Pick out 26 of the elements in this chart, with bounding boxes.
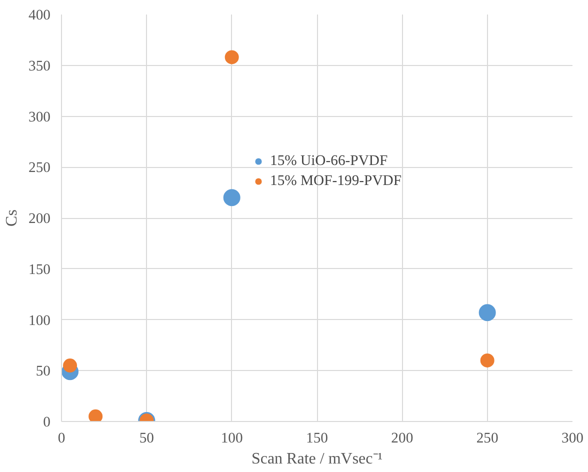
- y-tick-label: 300: [28, 109, 50, 126]
- y-tick-label: 400: [28, 8, 50, 24]
- y-tick-label: 0: [43, 414, 50, 430]
- point: [223, 189, 240, 206]
- x-tick-label: 200: [391, 430, 414, 446]
- point: [88, 409, 103, 422]
- x-tick-label: 150: [306, 430, 328, 446]
- y-axis-title: Cs: [4, 210, 21, 226]
- x-axis-title: Scan Rate / mVsec⁻¹: [251, 450, 383, 468]
- y-tick-label: 200: [28, 211, 50, 227]
- y-tick-label: 100: [28, 312, 50, 329]
- x-tick-label: 0: [58, 430, 66, 446]
- x-tick-label: 100: [220, 430, 243, 446]
- y-tick-label: 50: [36, 364, 50, 380]
- x-tick-label: 50: [139, 430, 154, 446]
- point: [480, 353, 494, 368]
- legend-label: 15% UiO-66-PVDF: [270, 152, 388, 170]
- y-tick-label: 250: [28, 160, 50, 176]
- point: [224, 50, 239, 64]
- point: [478, 304, 496, 322]
- x-tick-label: 300: [562, 430, 584, 446]
- point: [63, 358, 78, 373]
- y-tick-label: 350: [28, 58, 50, 74]
- x-tick-label: 250: [476, 430, 498, 446]
- legend-label: 15% MOF-199-PVDF: [270, 172, 402, 190]
- y-tick-label: 150: [28, 262, 50, 278]
